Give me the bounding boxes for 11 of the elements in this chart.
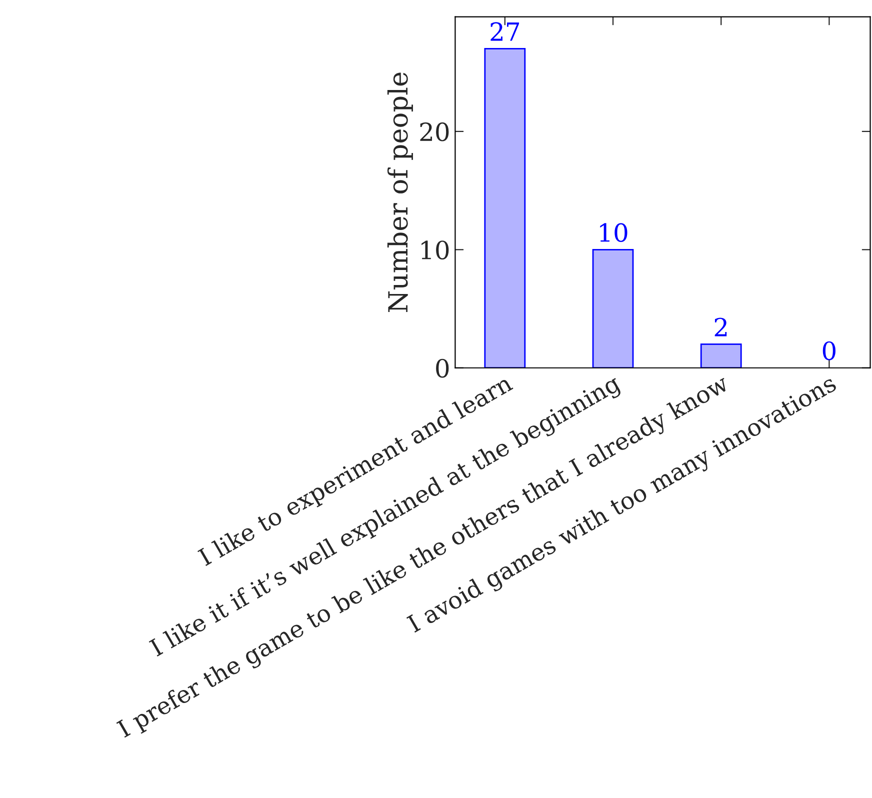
y-tick-label: 10 xyxy=(422,240,449,260)
data-label: 0 xyxy=(822,341,836,360)
y-axis-title: Number of people xyxy=(387,72,413,312)
bar xyxy=(484,48,526,368)
bar xyxy=(592,248,634,368)
data-label: 27 xyxy=(490,22,520,41)
data-label: 10 xyxy=(600,223,628,242)
y-tick-label: 20 xyxy=(420,122,449,142)
data-label: 2 xyxy=(714,318,727,336)
y-tick-label: 0 xyxy=(436,358,449,378)
bar xyxy=(700,344,742,368)
